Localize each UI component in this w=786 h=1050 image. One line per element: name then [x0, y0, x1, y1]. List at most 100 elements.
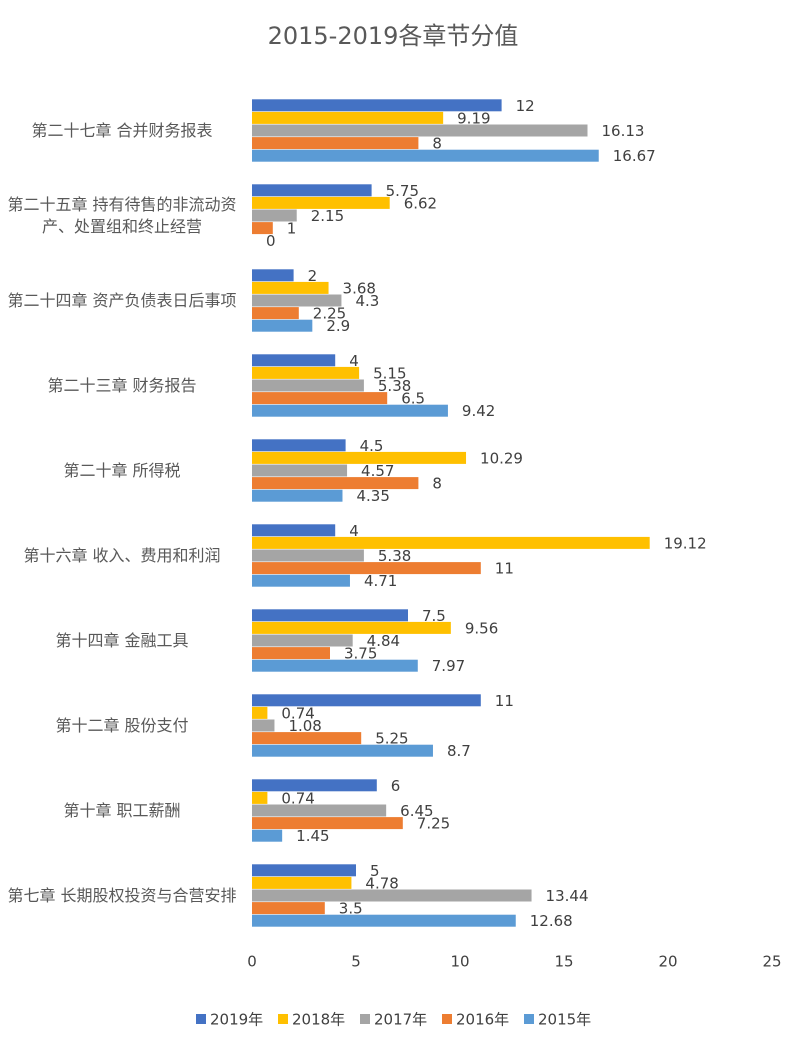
value-label: 6.45 — [400, 802, 433, 820]
x-tick-label: 25 — [762, 953, 781, 971]
value-label: 11 — [495, 692, 514, 710]
bar — [252, 694, 481, 707]
value-label: 6.62 — [404, 194, 437, 212]
bar — [252, 562, 481, 575]
value-label: 5.38 — [378, 547, 411, 565]
bar — [252, 536, 650, 549]
value-label: 5.38 — [378, 377, 411, 395]
bar — [252, 269, 294, 282]
bar — [252, 902, 325, 915]
chart-title: 2015-2019各章节分值 — [267, 22, 519, 50]
bar — [252, 706, 268, 719]
value-label: 13.44 — [546, 887, 589, 905]
bar — [252, 124, 588, 137]
bar — [252, 209, 297, 222]
x-tick-label: 20 — [658, 953, 677, 971]
bar — [252, 549, 364, 562]
bar — [252, 451, 467, 464]
category-label: 第二十七章 合并财务报表 — [31, 120, 213, 140]
value-label: 2.9 — [326, 317, 350, 335]
bar — [252, 149, 599, 162]
bar — [252, 379, 364, 392]
legend-swatch — [360, 1014, 370, 1024]
bar — [252, 319, 313, 332]
value-label: 4.35 — [356, 487, 389, 505]
value-label: 11 — [495, 560, 514, 578]
x-tick-label: 10 — [450, 953, 469, 971]
bar — [252, 99, 502, 112]
bar — [252, 574, 350, 587]
x-tick-label: 0 — [247, 953, 257, 971]
value-label: 7.25 — [417, 815, 450, 833]
bar — [252, 779, 377, 792]
bar — [252, 732, 362, 745]
value-label: 16.67 — [613, 147, 656, 165]
legend-swatch — [196, 1014, 206, 1024]
bar — [252, 876, 352, 889]
bar — [252, 829, 283, 842]
value-label: 1.08 — [288, 717, 321, 735]
bar — [252, 489, 343, 502]
bar — [252, 621, 451, 634]
bar — [252, 354, 336, 367]
value-label: 1.45 — [296, 827, 329, 845]
category-label: 第二十三章 财务报告 — [47, 375, 197, 395]
value-label: 2.25 — [313, 305, 346, 323]
value-label: 5.75 — [386, 182, 419, 200]
bar — [252, 609, 408, 622]
value-label: 10.29 — [480, 449, 523, 467]
bar — [252, 634, 353, 647]
bar — [252, 281, 329, 294]
bar — [252, 392, 388, 405]
legend-label: 2016年 — [456, 1011, 509, 1029]
bar — [252, 647, 330, 660]
value-label: 0.74 — [281, 789, 314, 807]
value-label: 9.19 — [457, 109, 490, 127]
category-label: 第十章 职工薪酬 — [63, 800, 181, 820]
bar — [252, 137, 419, 150]
value-label: 0 — [266, 232, 276, 250]
bar — [252, 889, 532, 902]
bar — [252, 719, 275, 732]
value-label: 4 — [349, 522, 359, 540]
value-label: 6 — [391, 777, 401, 795]
bar — [252, 307, 299, 320]
bar — [252, 659, 418, 672]
category-label: 第二十章 所得税 — [63, 460, 181, 480]
bar — [252, 524, 336, 537]
value-label: 4.78 — [365, 874, 398, 892]
value-label: 4.3 — [355, 292, 379, 310]
value-label: 0.74 — [281, 704, 314, 722]
value-label: 5.15 — [373, 364, 406, 382]
bar — [252, 864, 356, 877]
category-label: 第七章 长期股权投资与合营安排 — [7, 885, 237, 905]
value-label: 8 — [432, 135, 442, 153]
x-tick-label: 5 — [351, 953, 361, 971]
value-label: 7.97 — [432, 657, 465, 675]
bar — [252, 914, 516, 927]
bar — [252, 817, 403, 830]
bar — [252, 791, 268, 804]
value-label: 4.84 — [367, 632, 400, 650]
value-label: 9.56 — [465, 619, 498, 637]
bar — [252, 744, 433, 757]
value-label: 4 — [349, 352, 359, 370]
bar — [252, 439, 346, 452]
bar — [252, 184, 372, 197]
bar — [252, 196, 390, 209]
bar — [252, 366, 360, 379]
value-label: 8.7 — [447, 742, 471, 760]
bar — [252, 111, 444, 124]
bar — [252, 477, 419, 490]
legend-label: 2019年 — [210, 1011, 263, 1029]
value-label: 8 — [432, 475, 442, 493]
value-label: 12.68 — [530, 912, 573, 930]
value-label: 7.5 — [422, 607, 446, 625]
category-label: 第十六章 收入、费用和利润 — [23, 545, 221, 565]
value-label: 4.5 — [360, 437, 384, 455]
value-label: 9.42 — [462, 402, 495, 420]
bar — [252, 294, 342, 307]
value-label: 1 — [287, 220, 297, 238]
